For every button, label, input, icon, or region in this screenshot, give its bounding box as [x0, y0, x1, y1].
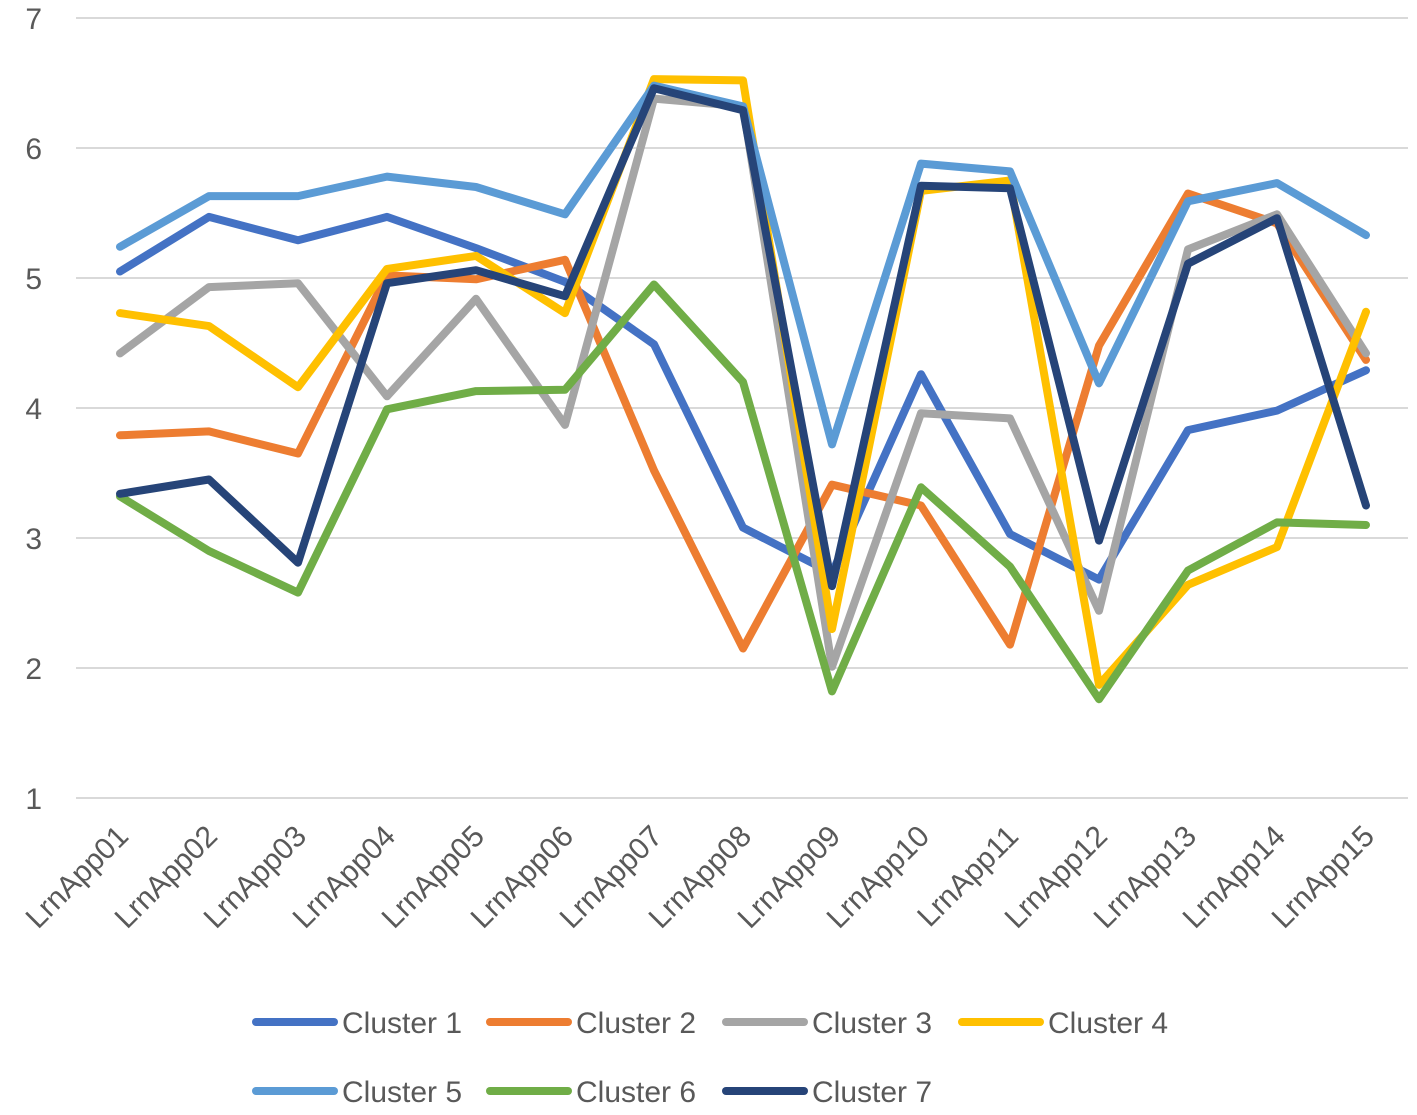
legend-label: Cluster 5	[342, 1076, 462, 1109]
y-tick-label: 6	[25, 133, 42, 166]
y-tick-label: 3	[25, 523, 42, 556]
legend-item-cluster-4: Cluster 4	[958, 1007, 1168, 1040]
y-tick-label: 5	[25, 263, 42, 296]
legend-label: Cluster 7	[812, 1076, 932, 1109]
y-axis-tick-labels: 1 2 3 4 5 6 7	[25, 3, 42, 816]
gridlines	[76, 17, 1408, 799]
legend-item-cluster-5: Cluster 5	[252, 1076, 462, 1109]
series-line-cluster-2	[116, 189, 1370, 653]
legend: Cluster 1 Cluster 2 Cluster 3 Cluster 4 Clus…	[252, 1007, 1168, 1109]
legend-label: Cluster 1	[342, 1007, 462, 1040]
legend-label: Cluster 4	[1048, 1007, 1168, 1040]
y-tick-label: 2	[25, 653, 42, 686]
legend-label: Cluster 6	[576, 1076, 696, 1109]
series-lines	[116, 75, 1370, 704]
legend-label: Cluster 3	[812, 1007, 932, 1040]
legend-item-cluster-6: Cluster 6	[486, 1076, 696, 1109]
legend-item-cluster-1: Cluster 1	[252, 1007, 462, 1040]
series-line-cluster-1	[116, 212, 1370, 584]
x-axis-tick-labels: LrnApp01LrnApp02LrnApp03LrnApp04LrnApp05…	[20, 820, 1381, 935]
y-tick-label: 4	[25, 393, 42, 426]
legend-item-cluster-7: Cluster 7	[722, 1076, 932, 1109]
legend-label: Cluster 2	[576, 1007, 696, 1040]
series-line-cluster-6	[116, 280, 1370, 704]
y-tick-label: 1	[25, 783, 42, 816]
legend-item-cluster-3: Cluster 3	[722, 1007, 932, 1040]
y-tick-label: 7	[25, 3, 42, 36]
series-line-cluster-7	[116, 84, 1370, 591]
legend-item-cluster-2: Cluster 2	[486, 1007, 696, 1040]
